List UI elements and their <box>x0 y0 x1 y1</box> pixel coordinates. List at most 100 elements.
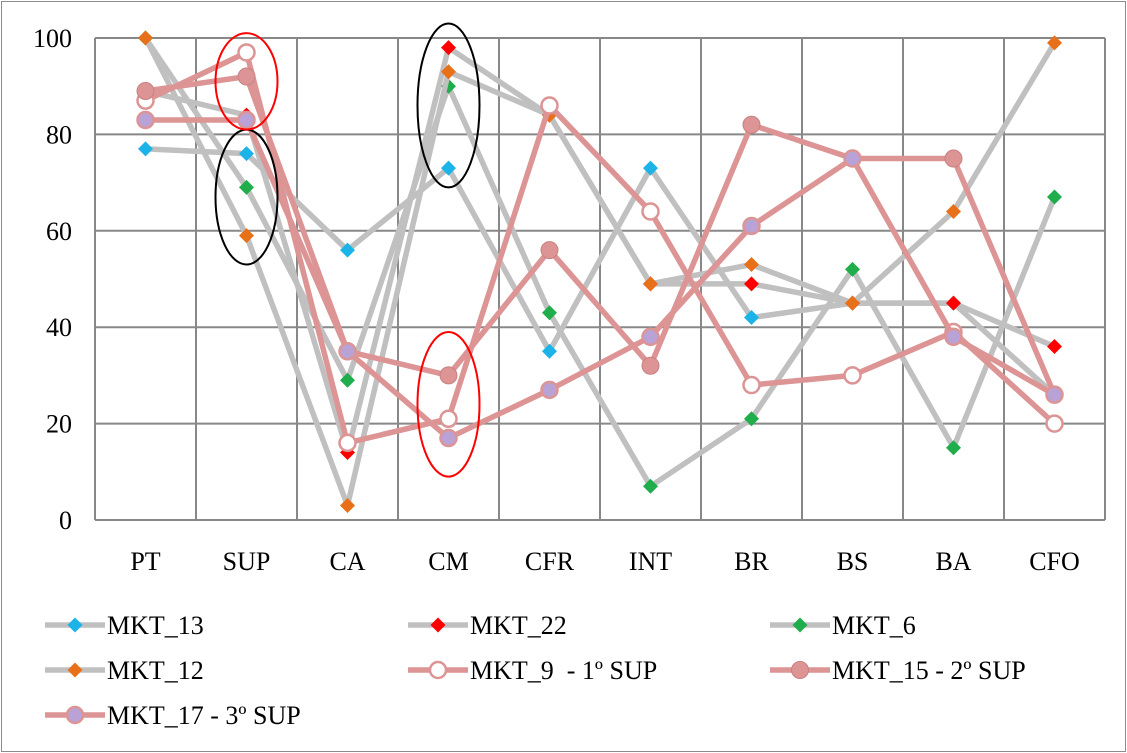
y-tick-label: 0 <box>59 506 72 535</box>
data-point-mkt-6-cfo <box>1047 189 1062 205</box>
legend-swatch-marker <box>65 705 85 725</box>
data-point-mkt-15-2-sup-br <box>742 115 761 134</box>
legend-label: MKT_13 <box>107 611 204 640</box>
data-point-mkt-12-sup <box>239 228 254 244</box>
data-point-mkt-9-1-sup-bs <box>843 366 862 385</box>
data-point-mkt-17-3-sup-bs <box>843 149 862 168</box>
legend-label: MKT_15 - 2º SUP <box>832 656 1026 685</box>
data-point-mkt-13-br <box>744 310 759 326</box>
series-line-mkt-9-1-sup <box>144 49 1057 446</box>
y-tick-label: 60 <box>46 217 72 246</box>
legend-swatch-marker <box>67 617 83 633</box>
series-line-mkt-6 <box>143 36 1058 490</box>
data-point-mkt-6-int <box>643 478 658 494</box>
legend-item-mkt-22: MKT_22 <box>408 611 567 640</box>
x-tick-label-br: BR <box>734 547 769 576</box>
data-point-mkt-22-cfo <box>1047 338 1062 354</box>
legend-label: MKT_12 <box>107 656 204 685</box>
data-point-mkt-12-cm <box>441 64 456 80</box>
data-point-mkt-6-ba <box>946 440 961 456</box>
series-line-mkt-15-2-sup <box>145 73 1058 396</box>
highlight-ellipse-4 <box>416 331 481 478</box>
data-point-mkt-17-3-sup-cm <box>439 428 458 448</box>
legend-swatch-marker <box>67 662 83 678</box>
legend-swatch-marker <box>791 661 809 679</box>
series-line-mkt-12 <box>143 36 1057 509</box>
legend-item-mkt-9-1-sup: MKT_9 - 1º SUP <box>408 656 657 685</box>
x-axis-ticks: PT SUP CA CM CFR INT BR BS BA CFO <box>130 547 1079 576</box>
y-tick-label: 100 <box>33 24 72 53</box>
data-point-mkt-15-2-sup-cfr <box>540 241 559 260</box>
data-point-mkt-12-int <box>643 276 658 292</box>
data-point-mkt-12-ca <box>340 498 355 514</box>
data-point-mkt-17-3-sup-cfr <box>540 380 559 400</box>
x-tick-label-cfr: CFR <box>525 547 575 576</box>
x-tick-label-int: INT <box>629 547 672 576</box>
data-point-mkt-12-cfo <box>1047 35 1062 51</box>
data-point-mkt-13-ca <box>340 242 355 258</box>
legend-item-mkt-15-2-sup: MKT_15 - 2º SUP <box>770 656 1026 685</box>
data-point-mkt-6-br <box>744 411 759 427</box>
highlight-ellipse-2 <box>214 32 279 131</box>
data-point-mkt-6-bs <box>845 261 860 277</box>
data-point-mkt-12-ba <box>946 204 961 220</box>
data-point-mkt-17-3-sup-ba <box>944 327 963 347</box>
data-point-mkt-17-3-sup-cfo <box>1045 385 1064 404</box>
highlight-ellipse-3 <box>416 22 481 189</box>
legend-label: MKT_17 - 3º SUP <box>107 701 301 730</box>
series-line-mkt-17-3-sup <box>145 117 1056 441</box>
legend-item-mkt-17-3-sup: MKT_17 - 3º SUP <box>45 701 301 730</box>
data-point-mkt-15-2-sup-ba <box>944 149 963 168</box>
data-point-mkt-15-2-sup-cm <box>439 366 458 385</box>
x-tick-label-cm: CM <box>428 547 468 576</box>
data-point-mkt-12-br <box>744 257 759 273</box>
legend-label: MKT_9 - 1º SUP <box>470 656 657 685</box>
series-mkt-17-3-sup <box>136 110 1064 448</box>
data-point-mkt-9-1-sup-cfr <box>540 96 559 115</box>
data-point-mkt-15-2-sup-pt <box>136 82 155 101</box>
y-tick-label: 20 <box>46 410 72 439</box>
data-point-mkt-17-3-sup-pt <box>136 110 155 130</box>
legend-label: MKT_22 <box>470 611 567 640</box>
data-point-mkt-9-1-sup-int <box>641 202 660 221</box>
data-point-mkt-13-sup <box>239 146 254 162</box>
legend-swatch-marker <box>430 617 446 633</box>
data-point-mkt-9-1-sup-sup <box>237 43 256 62</box>
x-tick-label-bs: BS <box>837 547 869 576</box>
data-point-mkt-17-3-sup-int <box>641 327 660 347</box>
legend-item-mkt-12: MKT_12 <box>45 656 204 685</box>
data-point-mkt-15-2-sup-int <box>641 356 660 375</box>
x-tick-label-ca: CA <box>329 547 365 576</box>
legend: MKT_13 MKT_22 MKT_6 MKT_12 MKT_9 - 1º SUP MKT… <box>45 611 1026 730</box>
x-tick-label-sup: SUP <box>223 547 271 576</box>
legend-swatch-marker <box>428 660 448 680</box>
data-point-mkt-15-2-sup-sup <box>237 67 256 86</box>
data-point-mkt-22-ba <box>946 295 961 311</box>
data-point-mkt-12-pt <box>138 30 153 46</box>
x-tick-label-pt: PT <box>130 547 160 576</box>
series-mkt-6 <box>138 30 1062 494</box>
series-group <box>136 30 1064 514</box>
data-point-mkt-17-3-sup-sup <box>237 110 256 130</box>
legend-item-mkt-6: MKT_6 <box>770 611 916 640</box>
x-tick-label-cfo: CFO <box>1029 547 1080 576</box>
legend-label: MKT_6 <box>832 611 916 640</box>
data-point-mkt-22-cm <box>441 40 456 56</box>
data-point-mkt-13-pt <box>138 141 153 157</box>
data-point-mkt-22-br <box>744 276 759 292</box>
legend-item-mkt-13: MKT_13 <box>45 611 204 640</box>
y-tick-label: 80 <box>46 120 72 149</box>
data-point-mkt-13-int <box>643 160 658 176</box>
series-mkt-12 <box>138 30 1062 514</box>
data-point-mkt-9-1-sup-cm <box>439 409 458 429</box>
data-point-mkt-13-cm <box>441 160 456 176</box>
annotations <box>214 22 481 478</box>
data-point-mkt-13-cfr <box>542 343 557 359</box>
data-point-mkt-12-bs <box>845 295 860 311</box>
data-point-mkt-17-3-sup-ca <box>338 342 357 361</box>
legend-swatch-marker <box>792 617 808 633</box>
data-point-mkt-17-3-sup-br <box>742 216 761 236</box>
data-point-mkt-9-1-sup-cfo <box>1045 414 1064 433</box>
data-point-mkt-6-ca <box>340 372 355 388</box>
